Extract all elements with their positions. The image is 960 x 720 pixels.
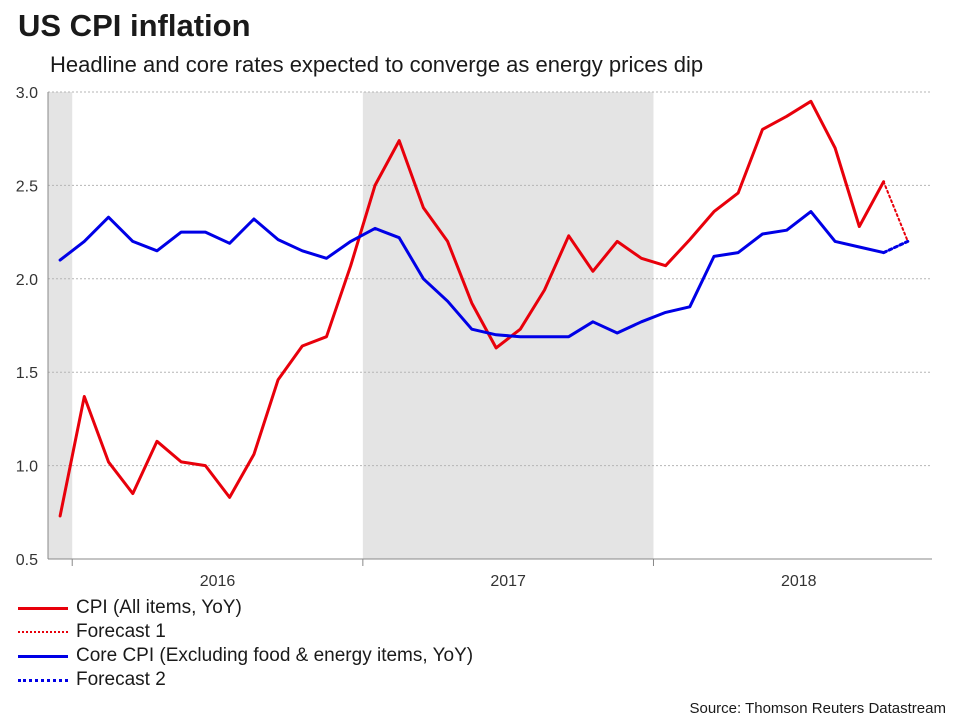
chart-title: US CPI inflation bbox=[18, 8, 251, 43]
x-tick-label-2017: 2017 bbox=[490, 573, 526, 590]
y-tick-label: 1.5 bbox=[16, 365, 38, 382]
legend-item-cpi: CPI (All items, YoY) bbox=[18, 596, 473, 620]
source-note: Source: Thomson Reuters Datastream bbox=[689, 700, 946, 717]
y-tick-label: 3.0 bbox=[16, 85, 38, 102]
legend-swatch-cpi bbox=[18, 606, 68, 610]
chart-subtitle: Headline and core rates expected to conv… bbox=[50, 52, 704, 77]
legend-label-cpi: CPI (All items, YoY) bbox=[76, 597, 242, 618]
x-tick-label-2016: 2016 bbox=[200, 573, 236, 590]
series-line-cpi bbox=[58, 99, 886, 518]
legend-label-forecast-1: Forecast 1 bbox=[76, 621, 166, 642]
legend-label-core-cpi: Core CPI (Excluding food & energy items,… bbox=[76, 645, 474, 666]
x-tick-label-2018: 2018 bbox=[781, 573, 817, 590]
y-tick-label: 2.5 bbox=[16, 178, 38, 195]
legend-item-forecast-1: Forecast 1 bbox=[18, 620, 473, 644]
legend-item-core-cpi: Core CPI (Excluding food & energy items,… bbox=[18, 644, 473, 668]
legend: CPI (All items, YoY) Forecast 1 Core CPI… bbox=[18, 596, 473, 692]
line-chart: 3.0 2.5 2.0 1.5 1.0 0.5 2016 2017 2018 bbox=[16, 85, 932, 590]
y-tick-label: 2.0 bbox=[16, 272, 38, 289]
legend-item-forecast-2: Forecast 2 bbox=[18, 668, 473, 692]
series-line-forecast-1 bbox=[882, 180, 909, 243]
legend-label-forecast-2: Forecast 2 bbox=[76, 669, 166, 690]
y-tick-label: 1.0 bbox=[16, 459, 38, 476]
series-line-forecast-2 bbox=[882, 239, 910, 255]
y-tick-label: 0.5 bbox=[16, 552, 38, 569]
legend-swatch-forecast-2 bbox=[18, 678, 68, 682]
shaded-period-0 bbox=[48, 92, 73, 559]
legend-swatch-core-cpi bbox=[18, 654, 68, 658]
series-line-core-cpi bbox=[58, 210, 886, 339]
legend-swatch-forecast-1 bbox=[18, 631, 68, 633]
